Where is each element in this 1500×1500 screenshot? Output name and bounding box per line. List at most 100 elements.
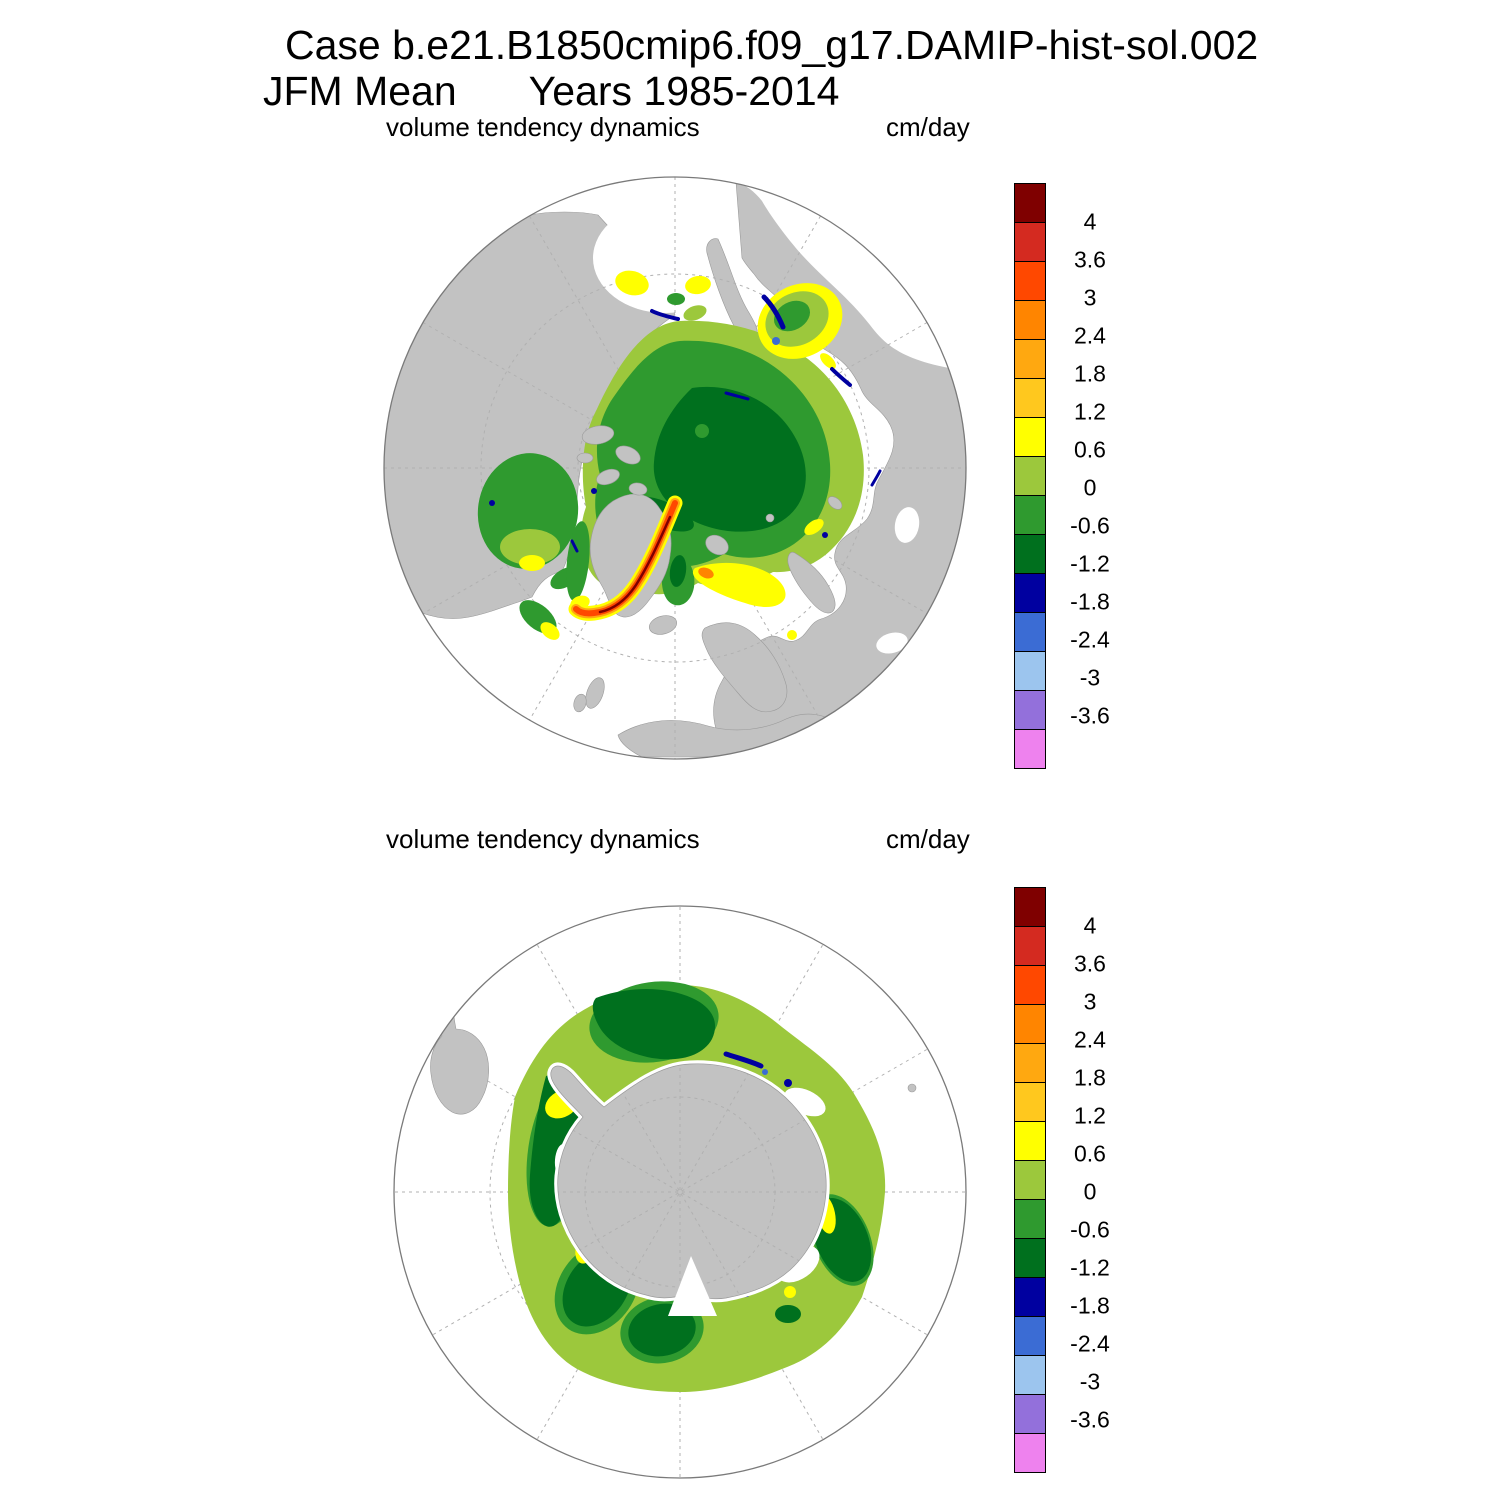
colorbar-tick-label: 3 (1083, 988, 1097, 1015)
ice-hudson-south-olive (500, 529, 560, 565)
ice-yellow-bottom-small (784, 1286, 796, 1298)
colorbar-segment (1014, 1160, 1046, 1200)
colorbar-tick-label: 4 (1083, 208, 1097, 235)
colorbar-segment (1014, 1043, 1046, 1083)
east-greenland-export-streak (568, 488, 683, 621)
ice-dark-bottom (628, 1303, 696, 1357)
colorbar-tick-label: 0 (1083, 474, 1097, 501)
ice-central-navy-lead (724, 391, 750, 401)
colorbar-segment (1014, 378, 1046, 418)
colorbar-segment (1014, 1238, 1046, 1278)
land-arch-island-4 (628, 482, 648, 496)
land-greenland (589, 493, 672, 618)
colorbar-tick-label: 1.8 (1074, 1064, 1106, 1091)
ice-labrador-yellow (540, 622, 560, 640)
colorbar-tick-label: 2.4 (1074, 322, 1106, 349)
arctic-map-content (384, 177, 966, 759)
colorbar-tick-label: 1.2 (1074, 1102, 1106, 1129)
colorbar-tick-label: -0.6 (1070, 512, 1110, 539)
colorbar-labels: 4 3.6 3 2.4 1.8 1.2 0.6 0 -0.6 -1.2 -1.8 -2.4 -3 -3.6 (1058, 888, 1122, 1458)
ice-dark-top (592, 989, 716, 1060)
subtitle-season: JFM Mean (263, 68, 457, 114)
plot-subtitle: JFM Mean Years 1985-2014 (263, 68, 839, 115)
ice-bering-green (667, 293, 685, 305)
black-sea (876, 632, 908, 654)
colorbar-tick-label: -3 (1079, 664, 1101, 691)
colorbar-segment (1014, 690, 1046, 730)
colorbar-tick-label: 3 (1083, 284, 1097, 311)
colorbar-tick-label: 3.6 (1074, 950, 1106, 977)
plot-title: Case b.e21.B1850cmip6.f09_g17.DAMIP-hist… (285, 22, 1259, 68)
land-iceland (648, 615, 678, 635)
colorbar-boxes (1014, 183, 1046, 769)
colorbar-tick-label: 4 (1083, 912, 1097, 939)
ice-navy-top-lead (723, 1051, 764, 1069)
ice-bering-yellow-west (615, 270, 649, 296)
ross-sea-notch (668, 1256, 717, 1316)
caspian-sea (894, 507, 920, 543)
colorbar-segment (1014, 261, 1046, 301)
colorbar-segment (1014, 965, 1046, 1005)
ice-fram-dark (669, 555, 687, 587)
land-svalbard (705, 534, 729, 556)
colorbar-tick-label: -2.4 (1070, 626, 1110, 653)
colorbar-tick-label: -1.2 (1070, 550, 1110, 577)
colorbar-segment (1014, 1199, 1046, 1239)
ice-navy-top-right-dot (784, 1079, 792, 1087)
land-arch-island-1 (581, 425, 615, 445)
ice-hudson-navy-dot (489, 500, 495, 506)
antarctic-map-panel (393, 905, 967, 1479)
ice-royal-top-dot (762, 1069, 768, 1075)
panel1-units-label: cm/day (886, 112, 970, 142)
ice-bering-yellow-east (685, 275, 711, 295)
colorbar-segment (1014, 456, 1046, 496)
land-arch-island-2 (615, 445, 641, 465)
ice-chukotka-navy-lead (830, 367, 852, 387)
colorbar-segment (1014, 729, 1046, 769)
colorbar-segment (1014, 1277, 1046, 1317)
colorbar-tick-label: 0 (1083, 1178, 1097, 1205)
arctic-map-panel (383, 176, 967, 760)
colorbar-segment (1014, 222, 1046, 262)
colorbar-segment (1014, 183, 1046, 223)
colorbar-tick-label: 0.6 (1074, 436, 1106, 463)
land-arch-island-5 (576, 452, 594, 464)
colorbar-segment (1014, 1004, 1046, 1044)
ice-hudson-south-yellow (519, 555, 545, 571)
ice-whitesea-yellow (787, 630, 797, 640)
land-arch-island-3 (596, 468, 620, 486)
antarctic-map-frame (393, 905, 967, 1479)
colorbar-segment (1014, 417, 1046, 457)
land-franz-josef (765, 513, 775, 523)
colorbar-segment (1014, 1316, 1046, 1356)
ice-okhotsk-navy-lead (761, 294, 786, 330)
colorbar-segment (1014, 612, 1046, 652)
arctic-map-frame (383, 176, 967, 760)
colorbar-segment (1014, 495, 1046, 535)
colorbar-tick-label: -3.6 (1070, 1406, 1110, 1433)
ice-kara-navy-dot (822, 532, 828, 538)
colorbar-labels: 4 3.6 3 2.4 1.8 1.2 0.6 0 -0.6 -1.2 -1.8 -2.4 -3 -3.6 (1058, 184, 1122, 754)
colorbar-tick-label: -1.8 (1070, 588, 1110, 615)
colorbar-segment (1014, 1082, 1046, 1122)
ice-kara-yellow (804, 519, 824, 535)
colorbar-tick-label: 0.6 (1074, 1140, 1106, 1167)
colorbar-segment (1014, 534, 1046, 574)
colorbar-segment (1014, 573, 1046, 613)
panel1-variable-label: volume tendency dynamics (386, 112, 700, 142)
colorbar-segment (1014, 300, 1046, 340)
panel2-units-label: cm/day (886, 824, 970, 854)
colorbar-tick-label: -1.2 (1070, 1254, 1110, 1281)
colorbar-tick-label: -3.6 (1070, 702, 1110, 729)
colorbar-tick-label: 3.6 (1074, 246, 1106, 273)
antarctic-map-content (395, 907, 965, 1477)
colorbar-tick-label: 1.8 (1074, 360, 1106, 387)
subtitle-years: Years 1985-2014 (528, 68, 840, 114)
colorbar-segment (1014, 1355, 1046, 1395)
land-ireland (573, 693, 587, 713)
colorbar-tick-label: -2.4 (1070, 1330, 1110, 1357)
colorbar-tick-label: -3 (1079, 1368, 1101, 1395)
ice-chukotka-yellow (820, 353, 836, 369)
ice-core-m0.6-to-m1.2 (653, 386, 806, 532)
colorbar-segment (1014, 339, 1046, 379)
